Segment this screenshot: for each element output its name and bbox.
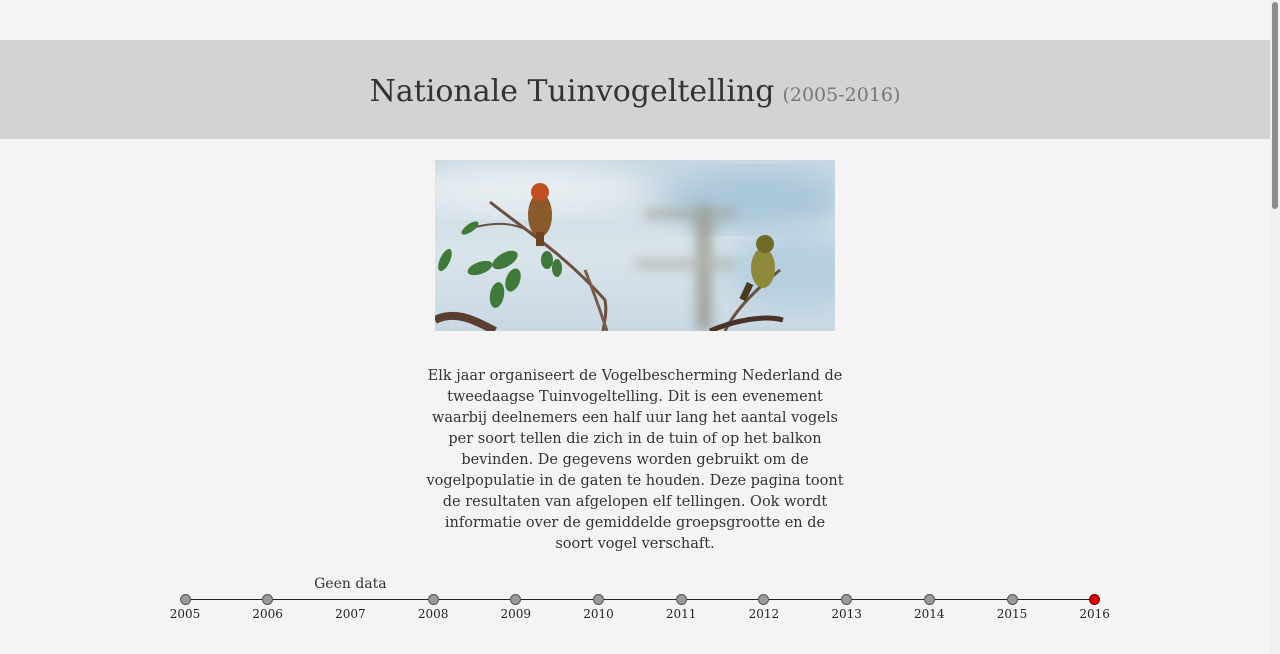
timeline-dot-2015[interactable] <box>1006 594 1018 605</box>
timeline-year-label[interactable]: 2005 <box>169 607 201 621</box>
intro-text: Elk jaar organiseert de Vogelbescherming… <box>426 367 844 552</box>
timeline-year-label[interactable]: 2016 <box>1079 607 1110 621</box>
timeline-year-label[interactable]: 2008 <box>417 607 449 621</box>
page-header: Nationale Tuinvogeltelling (2005-2016) <box>0 40 1270 139</box>
timeline-year-label[interactable]: 2011 <box>665 607 697 621</box>
timeline-dot-2016[interactable] <box>1089 594 1101 605</box>
hero-image <box>435 160 835 331</box>
page-title: Nationale Tuinvogeltelling <box>369 73 775 109</box>
timeline-year-label[interactable]: 2006 <box>252 607 283 621</box>
timeline-dot-2009[interactable] <box>510 594 522 605</box>
timeline-dot-2011[interactable] <box>675 594 687 605</box>
timeline-dot-2006[interactable] <box>262 594 274 605</box>
vertical-scrollbar[interactable] <box>1270 0 1280 654</box>
timeline-dot-2008[interactable] <box>427 594 439 605</box>
timeline-dot-2013[interactable] <box>841 594 853 605</box>
page-title-block: Nationale Tuinvogeltelling (2005-2016) <box>370 71 901 109</box>
no-data-label: Geen data <box>314 576 387 592</box>
timeline-dot-2010[interactable] <box>593 594 604 605</box>
timeline-year-label[interactable]: 2012 <box>748 607 780 621</box>
scrollbar-thumb[interactable] <box>1272 2 1278 209</box>
timeline-year-label[interactable]: 2013 <box>831 607 862 621</box>
page-subtitle: (2005-2016) <box>782 83 901 106</box>
timeline-year-label[interactable]: 2009 <box>500 607 532 621</box>
year-timeline: 2005 2006 2007 Geen data 2008 2009 2010 2011 201… <box>150 570 1130 630</box>
timeline-axis <box>185 599 1095 600</box>
timeline-year-label[interactable]: 2007 <box>335 607 366 621</box>
timeline-year-label[interactable]: 2014 <box>914 607 945 621</box>
timeline-year-label[interactable]: 2015 <box>996 607 1028 621</box>
timeline-year-label[interactable]: 2010 <box>583 607 614 621</box>
timeline-dot-2005[interactable] <box>179 594 191 605</box>
timeline-dot-2012[interactable] <box>758 594 770 605</box>
birds-photo <box>435 160 835 331</box>
timeline-dot-2014[interactable] <box>923 594 935 605</box>
